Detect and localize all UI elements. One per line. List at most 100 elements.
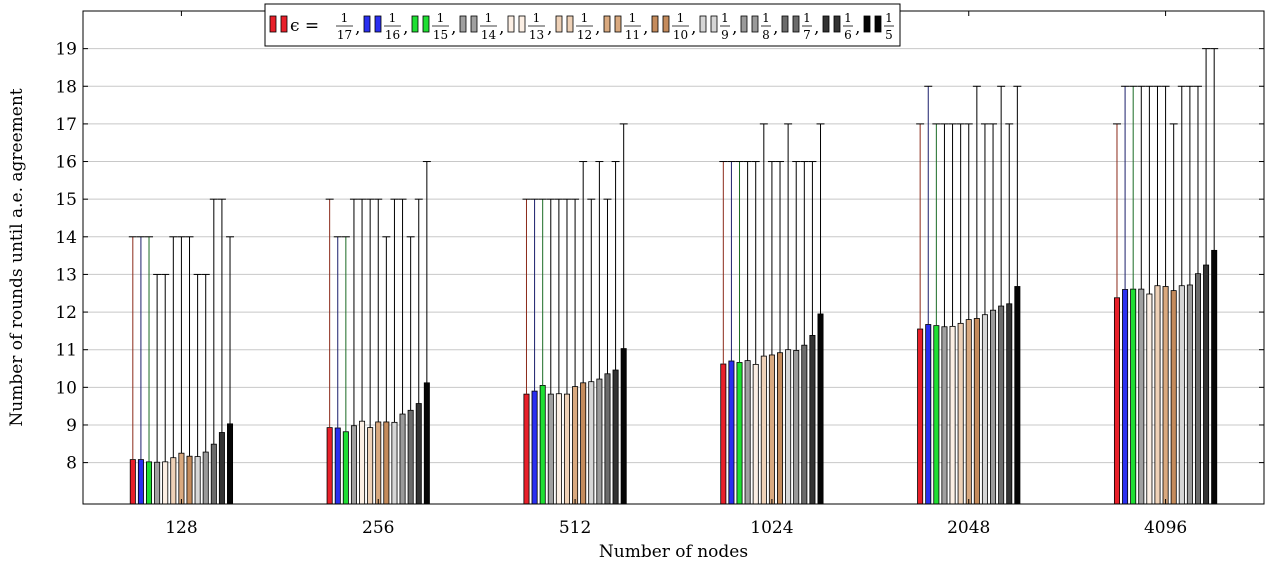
x-tick-label: 4096 xyxy=(1144,518,1187,538)
bar xyxy=(563,393,570,505)
y-tick-label: 11 xyxy=(55,341,77,361)
bar xyxy=(973,318,980,505)
legend-denominator: 17 xyxy=(337,28,352,42)
bar xyxy=(523,393,530,505)
tick-labels: 8 9 10 11 12 13 14 15 16 17 18 19 128 256 512 1024 2048 4… xyxy=(55,40,1187,538)
bar xyxy=(768,354,775,505)
legend-denominator: 6 xyxy=(844,28,852,42)
bar xyxy=(801,344,808,505)
legend-numerator: 1 xyxy=(437,11,445,25)
bar xyxy=(1154,285,1161,505)
legend-marker xyxy=(822,15,830,33)
x-tick-label: 128 xyxy=(165,518,197,538)
legend-marker xyxy=(411,15,419,33)
legend-marker xyxy=(422,15,430,33)
bar xyxy=(170,457,177,505)
bar xyxy=(817,313,824,505)
bar xyxy=(218,432,225,505)
bar xyxy=(785,349,792,505)
legend-marker xyxy=(740,15,748,33)
bar xyxy=(1138,288,1145,505)
legend-numerator: 1 xyxy=(341,11,349,25)
bar xyxy=(1186,284,1193,505)
legend-separator: , xyxy=(595,18,600,38)
bar xyxy=(162,461,169,505)
bar xyxy=(1170,290,1177,505)
bar xyxy=(620,348,627,505)
legend-marker xyxy=(781,15,789,33)
bar xyxy=(194,456,201,505)
bar xyxy=(178,452,185,505)
bar xyxy=(423,382,430,505)
y-tick-label: 12 xyxy=(55,303,77,323)
legend-separator: , xyxy=(773,18,778,38)
legend-denominator: 12 xyxy=(577,28,592,42)
legend-denominator: 11 xyxy=(625,28,640,42)
bar xyxy=(728,360,735,505)
legend-marker xyxy=(555,15,563,33)
y-tick-label: 13 xyxy=(55,265,77,285)
bar xyxy=(359,420,366,505)
bar xyxy=(186,455,193,505)
bar xyxy=(917,328,924,505)
legend-numerator: 1 xyxy=(844,11,852,25)
bar xyxy=(1203,264,1210,505)
legend: ϵ = 117, 116, 115, 114, 113, 112, 111, 110, 19, 18… xyxy=(264,3,901,47)
bar xyxy=(1194,273,1201,505)
legend-marker xyxy=(792,15,800,33)
legend-separator: , xyxy=(547,18,552,38)
legend-separator: , xyxy=(691,18,696,38)
legend-marker xyxy=(269,15,277,33)
bar xyxy=(547,393,554,505)
bar xyxy=(383,421,390,505)
legend-numerator: 1 xyxy=(389,11,397,25)
legend-separator: , xyxy=(499,18,504,38)
bar xyxy=(736,362,743,505)
bar xyxy=(588,381,595,505)
y-tick-label: 10 xyxy=(55,378,77,398)
legend-marker xyxy=(459,15,467,33)
legend-marker xyxy=(566,15,574,33)
bar xyxy=(334,427,341,505)
x-tick-label: 2048 xyxy=(947,518,990,538)
bar xyxy=(1006,303,1013,505)
error-bars xyxy=(128,48,1219,463)
legend-denominator: 8 xyxy=(762,28,770,42)
bar xyxy=(965,319,972,505)
bar xyxy=(752,363,759,505)
bar xyxy=(720,363,727,505)
y-tick-label: 18 xyxy=(55,77,77,97)
bar xyxy=(146,461,153,505)
bar xyxy=(367,427,374,505)
legend-marker xyxy=(614,15,622,33)
legend-numerator: 1 xyxy=(485,11,493,25)
bar xyxy=(990,309,997,505)
bar xyxy=(933,325,940,505)
bar xyxy=(981,314,988,505)
legend-marker xyxy=(603,15,611,33)
legend-denominator: 7 xyxy=(803,28,811,42)
bar xyxy=(350,425,357,505)
bar xyxy=(612,369,619,505)
legend-numerator: 1 xyxy=(677,11,685,25)
bar xyxy=(342,431,349,505)
bar xyxy=(555,393,562,505)
legend-numerator: 1 xyxy=(885,11,893,25)
bar xyxy=(1014,286,1021,505)
bar xyxy=(941,326,948,505)
legend-numerator: 1 xyxy=(581,11,589,25)
bar xyxy=(1146,293,1153,505)
grid-lines xyxy=(83,48,1264,464)
bar xyxy=(154,461,161,505)
legend-prefix: ϵ = xyxy=(290,16,319,36)
legend-marker xyxy=(874,15,882,33)
legend-marker xyxy=(470,15,478,33)
legend-denominator: 15 xyxy=(433,28,448,42)
bar xyxy=(415,403,422,505)
legend-marker xyxy=(518,15,526,33)
legend-numerator: 1 xyxy=(762,11,770,25)
axes xyxy=(82,10,1265,505)
legend-separator: , xyxy=(643,18,648,38)
legend-marker xyxy=(363,15,371,33)
legend-numerator: 1 xyxy=(629,11,637,25)
